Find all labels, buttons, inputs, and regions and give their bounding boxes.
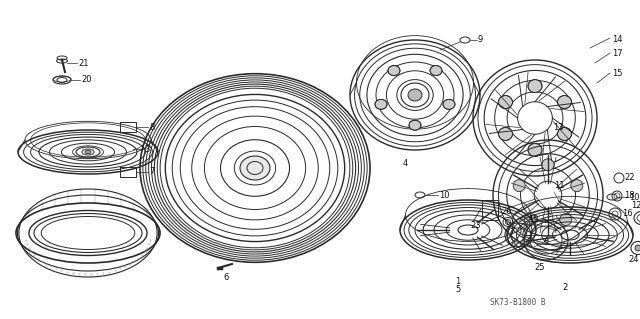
Text: 15: 15 bbox=[612, 69, 623, 78]
Text: 1: 1 bbox=[456, 278, 461, 286]
Text: 12: 12 bbox=[631, 202, 640, 211]
Ellipse shape bbox=[499, 96, 513, 108]
Text: 20: 20 bbox=[81, 76, 92, 85]
Text: 3: 3 bbox=[144, 145, 149, 153]
Ellipse shape bbox=[409, 120, 421, 130]
Text: 10: 10 bbox=[629, 192, 639, 202]
Text: 7: 7 bbox=[149, 167, 154, 176]
Text: 6: 6 bbox=[223, 273, 228, 283]
Text: 11: 11 bbox=[554, 181, 564, 189]
Ellipse shape bbox=[430, 65, 442, 76]
Ellipse shape bbox=[375, 99, 387, 109]
Text: 16: 16 bbox=[622, 210, 632, 219]
Text: 10: 10 bbox=[439, 190, 449, 199]
Ellipse shape bbox=[571, 180, 583, 192]
Text: A: A bbox=[543, 237, 548, 243]
Text: 25: 25 bbox=[534, 263, 545, 272]
Ellipse shape bbox=[513, 180, 525, 192]
Text: 14: 14 bbox=[612, 35, 623, 44]
Ellipse shape bbox=[528, 80, 542, 93]
Ellipse shape bbox=[524, 213, 536, 226]
Ellipse shape bbox=[557, 96, 572, 108]
Ellipse shape bbox=[85, 151, 91, 153]
Text: 9: 9 bbox=[478, 35, 483, 44]
Text: 23: 23 bbox=[470, 220, 481, 229]
Text: 5: 5 bbox=[456, 286, 461, 294]
Ellipse shape bbox=[443, 99, 455, 109]
Text: 8: 8 bbox=[149, 122, 154, 131]
Text: 17: 17 bbox=[612, 48, 623, 57]
Text: 18: 18 bbox=[624, 191, 635, 201]
Ellipse shape bbox=[528, 144, 542, 156]
Ellipse shape bbox=[542, 159, 554, 171]
Text: 4: 4 bbox=[403, 159, 408, 167]
Text: 21: 21 bbox=[78, 58, 88, 68]
Ellipse shape bbox=[240, 156, 270, 180]
Ellipse shape bbox=[557, 128, 572, 140]
Ellipse shape bbox=[635, 245, 640, 251]
Text: 24: 24 bbox=[628, 256, 639, 264]
Ellipse shape bbox=[388, 65, 400, 76]
Text: SK73-B1800 B: SK73-B1800 B bbox=[490, 298, 545, 307]
Bar bbox=[482, 200, 498, 220]
Ellipse shape bbox=[560, 213, 572, 226]
Ellipse shape bbox=[499, 128, 513, 140]
Text: 22: 22 bbox=[624, 174, 634, 182]
Text: 2: 2 bbox=[563, 283, 568, 292]
Text: 19: 19 bbox=[528, 216, 538, 225]
Text: 26: 26 bbox=[501, 207, 511, 217]
Text: 13: 13 bbox=[553, 122, 564, 131]
Ellipse shape bbox=[408, 89, 422, 101]
